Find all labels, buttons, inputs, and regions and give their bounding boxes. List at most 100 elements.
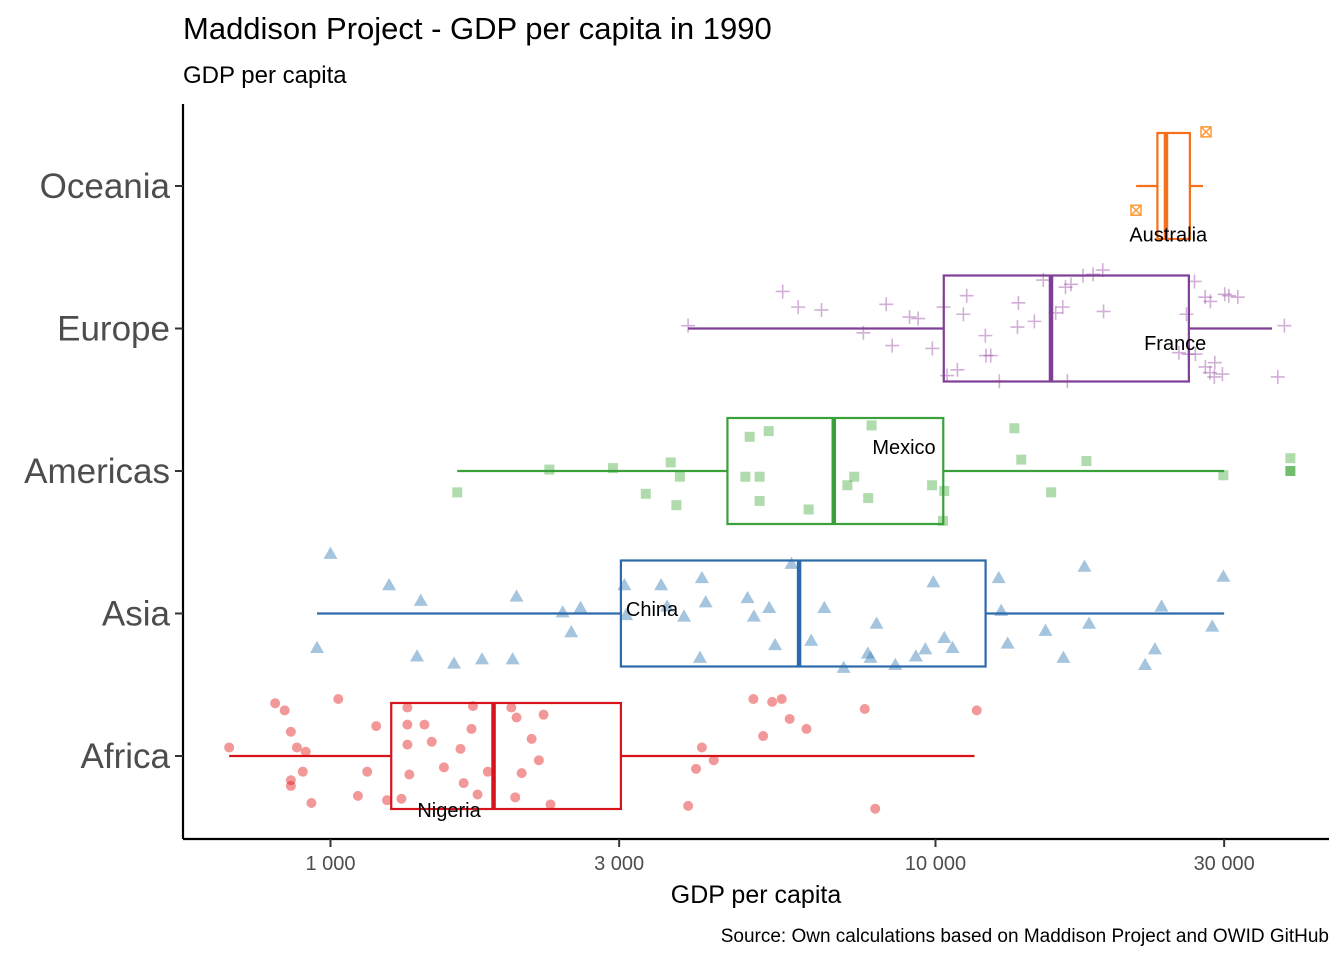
data-point xyxy=(902,310,917,325)
data-point xyxy=(1038,623,1053,636)
data-point xyxy=(1198,359,1213,374)
data-point xyxy=(978,328,993,343)
data-point xyxy=(803,504,814,515)
data-point xyxy=(472,789,483,800)
data-point xyxy=(1217,287,1232,302)
data-point xyxy=(956,307,971,322)
data-point xyxy=(1277,318,1292,333)
data-point xyxy=(754,471,765,482)
data-point xyxy=(863,493,874,504)
data-point xyxy=(945,640,960,653)
data-point xyxy=(297,766,308,777)
data-point xyxy=(671,500,682,511)
data-point xyxy=(694,570,709,584)
chart-title: Maddison Project - GDP per capita in 199… xyxy=(183,11,772,46)
data-point xyxy=(1188,347,1203,362)
data-point xyxy=(402,739,413,750)
data-point xyxy=(285,775,296,786)
outlier-point xyxy=(1200,126,1212,138)
data-point xyxy=(849,471,860,482)
data-point xyxy=(1221,288,1236,303)
data-point xyxy=(971,705,982,716)
data-point xyxy=(654,578,669,591)
iqr-box xyxy=(390,701,623,811)
data-point xyxy=(544,464,555,475)
data-point xyxy=(940,368,955,383)
data-point xyxy=(879,297,894,312)
data-point xyxy=(660,599,675,612)
data-point xyxy=(691,763,702,774)
data-point xyxy=(1055,300,1070,315)
data-point xyxy=(1000,636,1015,649)
data-point xyxy=(306,798,317,809)
data-point xyxy=(991,570,1006,584)
data-point xyxy=(1215,367,1230,382)
data-point xyxy=(419,719,430,730)
data-point xyxy=(677,609,692,622)
data-point xyxy=(911,311,926,326)
data-point xyxy=(1056,650,1071,663)
data-point xyxy=(740,471,751,482)
data-point xyxy=(505,652,520,665)
data-point xyxy=(564,625,579,638)
data-point xyxy=(925,341,940,356)
data-point xyxy=(333,694,344,704)
data-point xyxy=(1096,304,1111,319)
data-point xyxy=(746,609,761,622)
data-point xyxy=(452,487,463,498)
series-africa: Nigeria xyxy=(224,694,982,822)
data-point xyxy=(768,637,783,651)
annotation-australia: Australia xyxy=(1129,224,1208,246)
data-point xyxy=(959,288,974,303)
data-point xyxy=(681,318,696,333)
data-point xyxy=(1064,277,1079,292)
data-point xyxy=(270,698,281,709)
data-point xyxy=(362,766,373,777)
data-point xyxy=(323,546,338,559)
data-point xyxy=(863,650,878,663)
data-point xyxy=(300,746,311,757)
data-point xyxy=(438,762,449,773)
data-point xyxy=(396,793,407,804)
data-point xyxy=(1202,365,1217,380)
data-point xyxy=(510,792,521,803)
data-point xyxy=(1016,454,1027,465)
data-point xyxy=(869,616,884,629)
data-point xyxy=(1198,290,1213,305)
data-point xyxy=(446,656,461,669)
chart-caption: Source: Own calculations based on Maddis… xyxy=(721,926,1329,947)
data-point xyxy=(674,471,685,482)
data-point xyxy=(455,743,466,754)
data-point xyxy=(870,803,881,814)
x-tick-label: 3 000 xyxy=(594,853,644,875)
data-point xyxy=(475,652,490,665)
data-point xyxy=(545,799,556,810)
data-point xyxy=(767,696,778,707)
data-point xyxy=(842,480,853,491)
data-point xyxy=(762,600,777,614)
data-point xyxy=(979,348,994,363)
data-point xyxy=(310,640,325,653)
data-point xyxy=(506,702,517,713)
data-point xyxy=(371,721,382,732)
data-point xyxy=(775,284,790,299)
data-point xyxy=(763,426,774,437)
data-point xyxy=(382,578,397,591)
y-tick-label-oceania: Oceania xyxy=(40,167,171,206)
data-point xyxy=(776,694,787,704)
data-point xyxy=(555,605,570,618)
iqr-box xyxy=(942,274,1190,383)
data-point xyxy=(224,742,235,753)
data-point xyxy=(402,702,413,713)
series-oceania: Australia xyxy=(1129,126,1212,246)
outlier-point xyxy=(1130,204,1142,216)
data-point xyxy=(1147,642,1162,655)
data-point xyxy=(817,600,832,614)
data-point xyxy=(1230,290,1245,305)
data-point xyxy=(538,709,549,720)
data-point xyxy=(698,595,713,608)
data-point xyxy=(1011,295,1026,310)
data-point xyxy=(1216,569,1231,582)
data-point xyxy=(1086,267,1101,282)
data-point xyxy=(1179,307,1194,322)
